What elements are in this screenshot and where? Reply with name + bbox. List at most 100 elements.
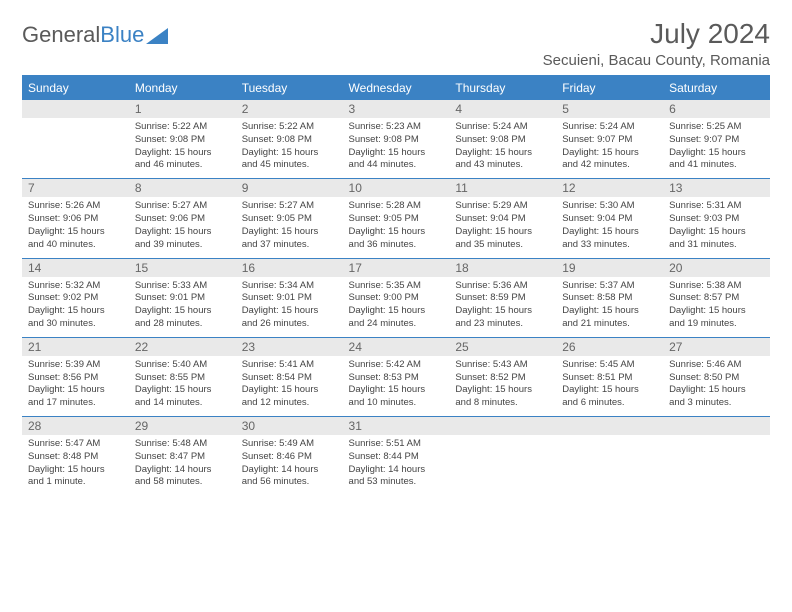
daylight-line2: and 3 minutes. bbox=[669, 397, 764, 410]
sunset-text: Sunset: 9:04 PM bbox=[562, 213, 657, 226]
sunrise-text: Sunrise: 5:24 AM bbox=[562, 121, 657, 134]
day-cell bbox=[22, 118, 129, 179]
daylight-line2: and 6 minutes. bbox=[562, 397, 657, 410]
sunrise-text: Sunrise: 5:47 AM bbox=[28, 438, 123, 451]
day-cell: Sunrise: 5:30 AMSunset: 9:04 PMDaylight:… bbox=[556, 197, 663, 258]
daylight-line2: and 46 minutes. bbox=[135, 159, 230, 172]
day-cell: Sunrise: 5:38 AMSunset: 8:57 PMDaylight:… bbox=[663, 277, 770, 338]
daylight-line2: and 31 minutes. bbox=[669, 239, 764, 252]
sunset-text: Sunset: 9:01 PM bbox=[135, 292, 230, 305]
day-cell: Sunrise: 5:27 AMSunset: 9:05 PMDaylight:… bbox=[236, 197, 343, 258]
day-cell: Sunrise: 5:43 AMSunset: 8:52 PMDaylight:… bbox=[449, 356, 556, 417]
day-number: 16 bbox=[236, 258, 343, 277]
day-number: 28 bbox=[22, 417, 129, 436]
sunset-text: Sunset: 9:03 PM bbox=[669, 213, 764, 226]
day-number: 24 bbox=[343, 337, 450, 356]
day-number: 8 bbox=[129, 179, 236, 198]
sunset-text: Sunset: 8:55 PM bbox=[135, 372, 230, 385]
day-cell: Sunrise: 5:25 AMSunset: 9:07 PMDaylight:… bbox=[663, 118, 770, 179]
day-cell: Sunrise: 5:24 AMSunset: 9:07 PMDaylight:… bbox=[556, 118, 663, 179]
daylight-line2: and 40 minutes. bbox=[28, 239, 123, 252]
day-number: 30 bbox=[236, 417, 343, 436]
daylight-line1: Daylight: 15 hours bbox=[242, 305, 337, 318]
daylight-line2: and 12 minutes. bbox=[242, 397, 337, 410]
day-header-row: Sunday Monday Tuesday Wednesday Thursday… bbox=[22, 77, 770, 100]
day-number: 22 bbox=[129, 337, 236, 356]
sunrise-text: Sunrise: 5:37 AM bbox=[562, 280, 657, 293]
header: GeneralBlue July 2024 Secuieni, Bacau Co… bbox=[22, 18, 770, 69]
day-header: Friday bbox=[556, 77, 663, 100]
day-number-row: 14151617181920 bbox=[22, 258, 770, 277]
sunrise-text: Sunrise: 5:36 AM bbox=[455, 280, 550, 293]
day-number: 20 bbox=[663, 258, 770, 277]
sunrise-text: Sunrise: 5:39 AM bbox=[28, 359, 123, 372]
daylight-line2: and 8 minutes. bbox=[455, 397, 550, 410]
day-detail-row: Sunrise: 5:32 AMSunset: 9:02 PMDaylight:… bbox=[22, 277, 770, 338]
daylight-line1: Daylight: 15 hours bbox=[135, 147, 230, 160]
day-number: 5 bbox=[556, 100, 663, 119]
sunrise-text: Sunrise: 5:51 AM bbox=[349, 438, 444, 451]
logo-triangle-icon bbox=[146, 26, 168, 44]
sunrise-text: Sunrise: 5:49 AM bbox=[242, 438, 337, 451]
day-cell: Sunrise: 5:34 AMSunset: 9:01 PMDaylight:… bbox=[236, 277, 343, 338]
day-number: 21 bbox=[22, 337, 129, 356]
day-header: Tuesday bbox=[236, 77, 343, 100]
sunrise-text: Sunrise: 5:22 AM bbox=[135, 121, 230, 134]
daylight-line1: Daylight: 15 hours bbox=[242, 384, 337, 397]
day-cell: Sunrise: 5:29 AMSunset: 9:04 PMDaylight:… bbox=[449, 197, 556, 258]
daylight-line2: and 45 minutes. bbox=[242, 159, 337, 172]
day-cell: Sunrise: 5:26 AMSunset: 9:06 PMDaylight:… bbox=[22, 197, 129, 258]
sunset-text: Sunset: 8:58 PM bbox=[562, 292, 657, 305]
day-cell: Sunrise: 5:28 AMSunset: 9:05 PMDaylight:… bbox=[343, 197, 450, 258]
sunset-text: Sunset: 9:04 PM bbox=[455, 213, 550, 226]
day-cell: Sunrise: 5:42 AMSunset: 8:53 PMDaylight:… bbox=[343, 356, 450, 417]
sunrise-text: Sunrise: 5:41 AM bbox=[242, 359, 337, 372]
day-cell: Sunrise: 5:47 AMSunset: 8:48 PMDaylight:… bbox=[22, 435, 129, 495]
sunrise-text: Sunrise: 5:42 AM bbox=[349, 359, 444, 372]
day-header: Thursday bbox=[449, 77, 556, 100]
day-number: 17 bbox=[343, 258, 450, 277]
daylight-line1: Daylight: 15 hours bbox=[349, 226, 444, 239]
sunset-text: Sunset: 8:54 PM bbox=[242, 372, 337, 385]
sunrise-text: Sunrise: 5:24 AM bbox=[455, 121, 550, 134]
daylight-line2: and 19 minutes. bbox=[669, 318, 764, 331]
daylight-line2: and 43 minutes. bbox=[455, 159, 550, 172]
daylight-line1: Daylight: 15 hours bbox=[455, 384, 550, 397]
daylight-line1: Daylight: 15 hours bbox=[28, 305, 123, 318]
daylight-line2: and 35 minutes. bbox=[455, 239, 550, 252]
sunset-text: Sunset: 9:06 PM bbox=[28, 213, 123, 226]
sunset-text: Sunset: 9:07 PM bbox=[562, 134, 657, 147]
daylight-line1: Daylight: 15 hours bbox=[455, 305, 550, 318]
daylight-line2: and 28 minutes. bbox=[135, 318, 230, 331]
daylight-line1: Daylight: 15 hours bbox=[135, 305, 230, 318]
sunset-text: Sunset: 8:50 PM bbox=[669, 372, 764, 385]
sunrise-text: Sunrise: 5:23 AM bbox=[349, 121, 444, 134]
daylight-line1: Daylight: 15 hours bbox=[349, 147, 444, 160]
day-cell: Sunrise: 5:31 AMSunset: 9:03 PMDaylight:… bbox=[663, 197, 770, 258]
daylight-line1: Daylight: 15 hours bbox=[455, 147, 550, 160]
daylight-line1: Daylight: 15 hours bbox=[562, 384, 657, 397]
sunrise-text: Sunrise: 5:48 AM bbox=[135, 438, 230, 451]
day-number-row: 78910111213 bbox=[22, 179, 770, 198]
daylight-line1: Daylight: 15 hours bbox=[669, 305, 764, 318]
daylight-line2: and 42 minutes. bbox=[562, 159, 657, 172]
daylight-line1: Daylight: 15 hours bbox=[455, 226, 550, 239]
day-detail-row: Sunrise: 5:47 AMSunset: 8:48 PMDaylight:… bbox=[22, 435, 770, 495]
sunset-text: Sunset: 9:08 PM bbox=[242, 134, 337, 147]
daylight-line2: and 17 minutes. bbox=[28, 397, 123, 410]
sunset-text: Sunset: 8:47 PM bbox=[135, 451, 230, 464]
day-number: 6 bbox=[663, 100, 770, 119]
daylight-line1: Daylight: 15 hours bbox=[562, 226, 657, 239]
sunrise-text: Sunrise: 5:31 AM bbox=[669, 200, 764, 213]
sunset-text: Sunset: 8:57 PM bbox=[669, 292, 764, 305]
day-number: 23 bbox=[236, 337, 343, 356]
sunset-text: Sunset: 8:48 PM bbox=[28, 451, 123, 464]
day-cell: Sunrise: 5:23 AMSunset: 9:08 PMDaylight:… bbox=[343, 118, 450, 179]
sunset-text: Sunset: 8:51 PM bbox=[562, 372, 657, 385]
day-detail-row: Sunrise: 5:26 AMSunset: 9:06 PMDaylight:… bbox=[22, 197, 770, 258]
day-number: 4 bbox=[449, 100, 556, 119]
page-subtitle: Secuieni, Bacau County, Romania bbox=[543, 52, 770, 69]
sunset-text: Sunset: 8:56 PM bbox=[28, 372, 123, 385]
day-cell: Sunrise: 5:39 AMSunset: 8:56 PMDaylight:… bbox=[22, 356, 129, 417]
day-number-row: 28293031 bbox=[22, 417, 770, 436]
